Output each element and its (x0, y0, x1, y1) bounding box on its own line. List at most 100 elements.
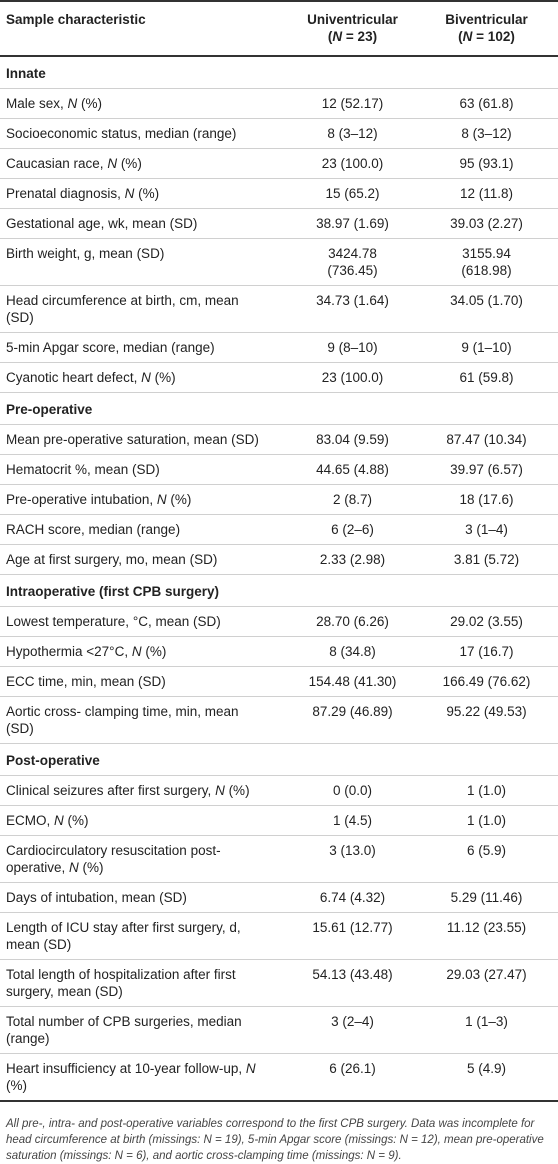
value: 12 (11.8) (459, 186, 514, 201)
value: 1 (1–3) (465, 1014, 508, 1029)
row-label: Heart insufficiency at 10-year follow-up… (0, 1053, 290, 1102)
data-row: Head circumference at birth, cm, mean (S… (0, 285, 558, 333)
data-row: ECMO, N (%) 1 (4.5) 1 (1.0) (0, 805, 558, 836)
value-cell: 15 (65.2) (290, 178, 415, 209)
table-header: Sample characteristic Univentricular (N = … (0, 0, 558, 57)
data-row: Cardiocirculatory resuscitation post-ope… (0, 835, 558, 883)
value: 28.70 (6.26) (316, 614, 389, 629)
value: 2.33 (2.98) (319, 552, 386, 567)
value: 166.49 (76.62) (442, 674, 531, 689)
value-cell: 2 (8.7) (290, 484, 415, 515)
value: 87.29 (46.89) (312, 704, 393, 719)
data-row: Caucasian race, N (%) 23 (100.0) 95 (93.1) (0, 148, 558, 179)
data-row: Prenatal diagnosis, N (%) 15 (65.2) 12 (11… (0, 178, 558, 209)
value-cell: 17 (16.7) (415, 636, 558, 667)
value: 0 (0.0) (332, 783, 373, 798)
value-cell: 3155.94 (618.98) (415, 238, 558, 286)
value: 8 (34.8) (329, 644, 376, 659)
value: 23 (100.0) (321, 370, 384, 385)
value: 54.13 (43.48) (312, 967, 393, 982)
section-title: Post-operative (0, 743, 558, 776)
value-cell: 54.13 (43.48) (290, 959, 415, 1007)
value-cell: 12 (11.8) (415, 178, 558, 209)
data-row: Mean pre-operative saturation, mean (SD)… (0, 424, 558, 455)
data-row: RACH score, median (range) 6 (2–6) 3 (1–4) (0, 514, 558, 545)
value-cell: 39.97 (6.57) (415, 454, 558, 485)
row-label: Days of intubation, mean (SD) (0, 882, 290, 913)
section-title: Intraoperative (first CPB surgery) (0, 574, 558, 607)
header-cell: Univentricular (N = 23) (290, 0, 415, 57)
value: 87.47 (10.34) (446, 432, 527, 447)
data-row: Total length of hospitalization after fi… (0, 959, 558, 1007)
value-cell: 1 (1.0) (415, 805, 558, 836)
header-cell: Biventricular (N = 102) (415, 0, 558, 57)
value: 5 (4.9) (466, 1061, 507, 1076)
value: 1 (1.0) (466, 783, 507, 798)
data-row: Heart insufficiency at 10-year follow-up… (0, 1053, 558, 1102)
section-row: Innate (0, 56, 558, 89)
data-row: Pre-operative intubation, N (%) 2 (8.7) 18… (0, 484, 558, 515)
value-cell: 8 (3–12) (290, 118, 415, 149)
footnote: All pre-, intra- and post-operative vari… (6, 1118, 544, 1162)
value-cell: 154.48 (41.30) (290, 666, 415, 697)
characteristics-table: Sample characteristic Univentricular (N = … (0, 0, 558, 1102)
value: 15.61 (12.77) (312, 920, 393, 935)
value-cell: 44.65 (4.88) (290, 454, 415, 485)
value: 44.65 (4.88) (316, 462, 389, 477)
data-row: Hypothermia <27°C, N (%) 8 (34.8) 17 (16.7… (0, 636, 558, 667)
row-label: Hypothermia <27°C, N (%) (0, 636, 290, 667)
value: 95.22 (49.53) (446, 704, 527, 719)
value-cell: 9 (1–10) (415, 332, 558, 363)
value: 3 (1–4) (465, 522, 508, 537)
value-cell: 8 (3–12) (415, 118, 558, 149)
value-cell: 95.22 (49.53) (415, 696, 558, 744)
value: 6 (5.9) (466, 843, 507, 858)
value: 34.05 (1.70) (450, 293, 523, 308)
value: 29.02 (3.55) (450, 614, 523, 629)
row-label: Gestational age, wk, mean (SD) (0, 208, 290, 239)
value: 3424.78 (736.45) (327, 246, 378, 278)
value: 38.97 (1.69) (316, 216, 389, 231)
table-body: Innate Male sex, N (%) 12 (52.17) 63 (61.8)… (0, 56, 558, 1102)
section-row: Pre-operative (0, 392, 558, 425)
value: 8 (3–12) (461, 126, 512, 141)
value: 9 (1–10) (461, 340, 512, 355)
row-label: Aortic cross- clamping time, min, mean (… (0, 696, 290, 744)
value-cell: 83.04 (9.59) (290, 424, 415, 455)
value: 39.03 (2.27) (450, 216, 523, 231)
header-text: Univentricular (307, 12, 398, 27)
value-cell: 2.33 (2.98) (290, 544, 415, 575)
row-label: Birth weight, g, mean (SD) (0, 238, 290, 286)
row-label: Age at first surgery, mo, mean (SD) (0, 544, 290, 575)
row-label: Pre-operative intubation, N (%) (0, 484, 290, 515)
value-cell: 5 (4.9) (415, 1053, 558, 1102)
data-row: Clinical seizures after first surgery, N… (0, 775, 558, 806)
header-text: (N = 102) (458, 29, 515, 44)
value-cell: 15.61 (12.77) (290, 912, 415, 960)
data-row: 5-min Apgar score, median (range) 9 (8–10… (0, 332, 558, 363)
section-row: Post-operative (0, 743, 558, 776)
value-cell: 12 (52.17) (290, 88, 415, 119)
row-label: Cardiocirculatory resuscitation post-ope… (0, 835, 290, 883)
value: 3.81 (5.72) (453, 552, 520, 567)
value: 83.04 (9.59) (316, 432, 389, 447)
value: 3 (2–4) (331, 1014, 374, 1029)
value: 63 (61.8) (459, 96, 514, 111)
header-text: Sample characteristic (6, 12, 146, 27)
value-cell: 87.47 (10.34) (415, 424, 558, 455)
value: 61 (59.8) (459, 370, 514, 385)
data-row: Cyanotic heart defect, N (%) 23 (100.0) 61… (0, 362, 558, 393)
value: 29.03 (27.47) (446, 967, 527, 982)
value: 8 (3–12) (327, 126, 378, 141)
data-row: Birth weight, g, mean (SD) 3424.78 (736.4… (0, 238, 558, 286)
value-cell: 28.70 (6.26) (290, 606, 415, 637)
value: 18 (17.6) (459, 492, 514, 507)
value-cell: 3424.78 (736.45) (290, 238, 415, 286)
row-label: ECC time, min, mean (SD) (0, 666, 290, 697)
data-row: Aortic cross- clamping time, min, mean (… (0, 696, 558, 744)
value: 1 (4.5) (332, 813, 373, 828)
value: 12 (52.17) (321, 96, 384, 111)
data-row: Socioeconomic status, median (range) 8 (3… (0, 118, 558, 149)
data-row: ECC time, min, mean (SD) 154.48 (41.30) 16… (0, 666, 558, 697)
